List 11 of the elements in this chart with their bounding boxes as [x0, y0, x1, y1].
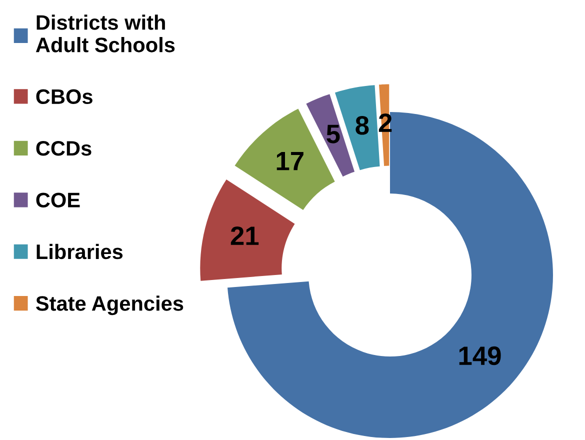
- legend-label: CCDs: [36, 141, 92, 156]
- data-label: 17: [276, 152, 304, 170]
- legend-label: COE: [36, 192, 80, 208]
- legend-label: Libraries: [36, 244, 123, 260]
- data-label: 5: [326, 124, 340, 144]
- data-label: 8: [356, 116, 369, 135]
- legend-label: Districts with Adult Schools: [36, 14, 175, 52]
- data-label: 21: [230, 226, 259, 245]
- legend-label: State Agencies: [36, 296, 184, 316]
- legend-label: CBOs: [36, 89, 92, 104]
- data-label: 149: [459, 346, 501, 366]
